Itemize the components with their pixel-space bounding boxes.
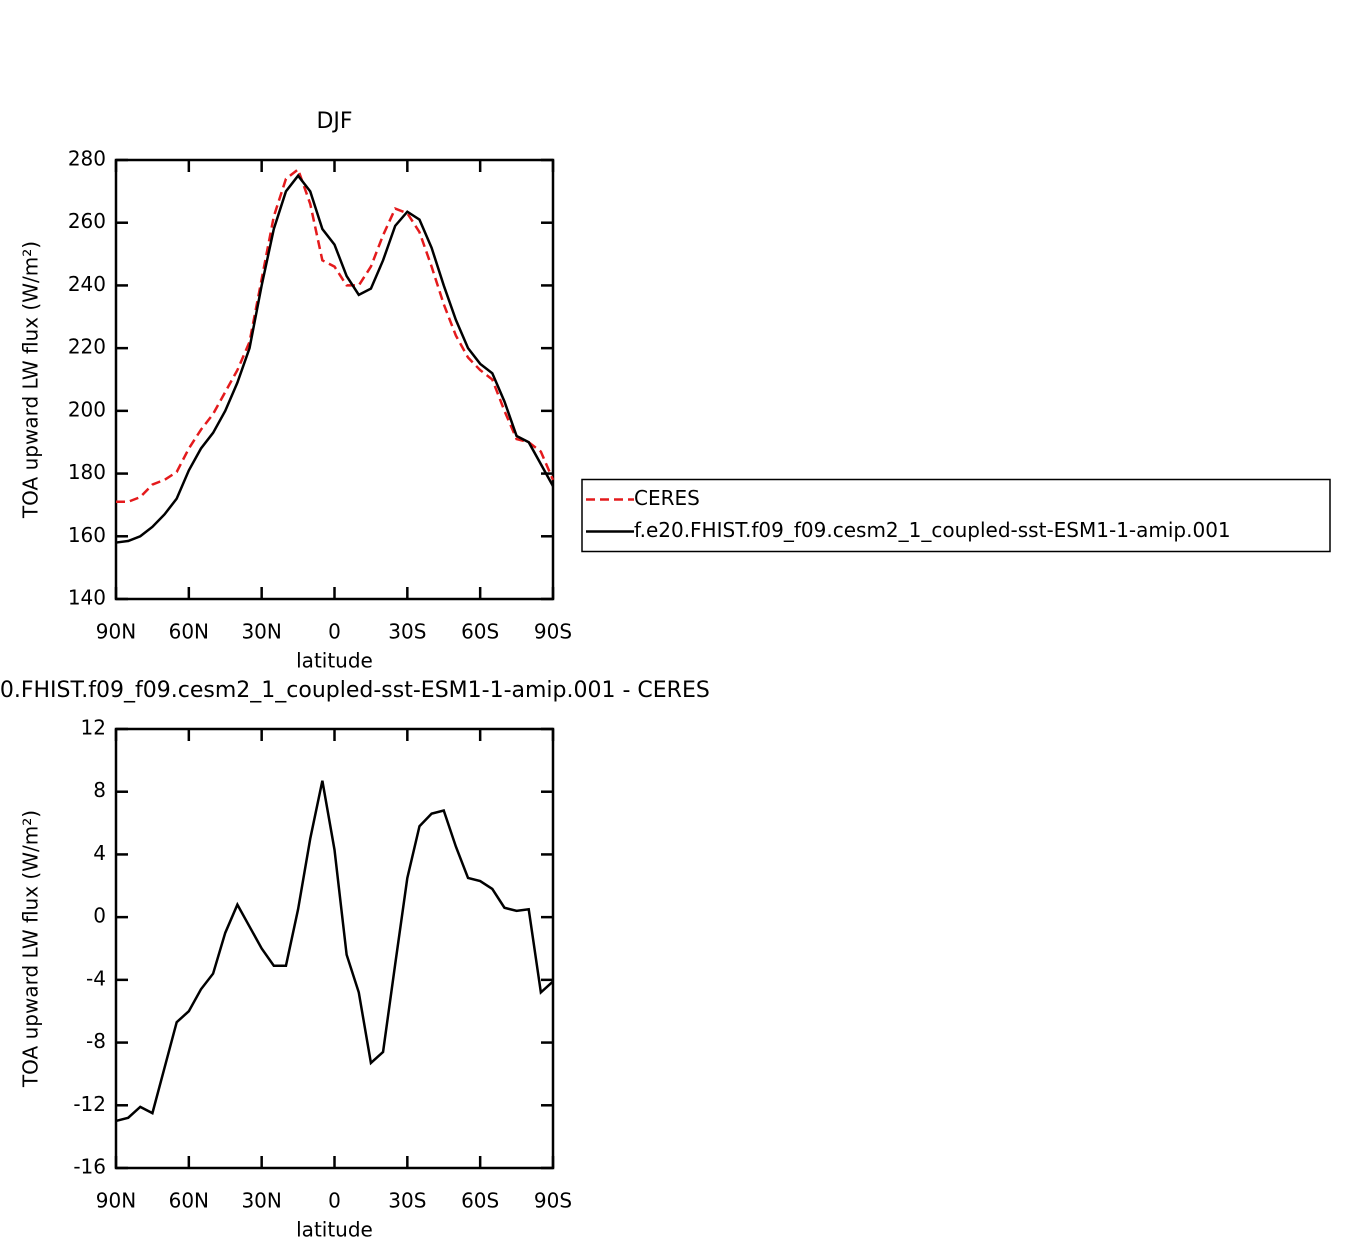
x-tick-label: 60S bbox=[461, 1189, 499, 1213]
data-line bbox=[116, 167, 555, 504]
y-tick-label: 240 bbox=[68, 272, 106, 296]
x-axis-label: latitude bbox=[296, 649, 373, 673]
y-tick-label: 8 bbox=[93, 778, 106, 802]
x-tick-label: 90N bbox=[96, 1189, 136, 1213]
legend-box bbox=[581, 478, 1331, 553]
y-axis-label: TOA upward LW flux (W/m²) bbox=[19, 810, 43, 1088]
y-tick-label: 140 bbox=[68, 586, 106, 610]
y-tick-label: 160 bbox=[68, 523, 106, 547]
y-tick-label: 0 bbox=[93, 904, 106, 928]
y-tick-label: 280 bbox=[68, 147, 106, 171]
y-tick-label: -12 bbox=[73, 1092, 106, 1116]
x-tick-label: 30N bbox=[241, 620, 281, 644]
y-tick-label: 180 bbox=[68, 460, 106, 484]
x-tick-label: 0 bbox=[328, 620, 341, 644]
chart-title: DJF bbox=[316, 109, 352, 134]
y-tick-label: 4 bbox=[93, 841, 106, 865]
x-tick-label: 60S bbox=[461, 620, 499, 644]
y-tick-label: -16 bbox=[73, 1155, 106, 1179]
data-line bbox=[115, 780, 554, 1123]
x-tick-label: 90S bbox=[534, 620, 572, 644]
y-tick-label: 200 bbox=[68, 397, 106, 421]
x-tick-label: 30S bbox=[388, 620, 426, 644]
x-tick-label: 30N bbox=[241, 1189, 281, 1213]
x-tick-label: 30S bbox=[388, 1189, 426, 1213]
y-tick-label: -8 bbox=[86, 1029, 106, 1053]
data-line bbox=[115, 173, 555, 544]
x-tick-label: 90S bbox=[534, 1189, 572, 1213]
x-tick-label: 0 bbox=[328, 1189, 341, 1213]
y-tick-label: 260 bbox=[68, 209, 106, 233]
legend-label: f.e20.FHIST.f09_f09.cesm2_1_coupled-sst-… bbox=[634, 518, 1231, 542]
y-tick-label: -4 bbox=[86, 966, 106, 990]
y-axis-label: TOA upward LW flux (W/m²) bbox=[19, 241, 43, 519]
legend-label: CERES bbox=[634, 486, 700, 510]
x-tick-label: 60N bbox=[169, 620, 209, 644]
y-tick-label: 220 bbox=[68, 335, 106, 359]
x-tick-label: 60N bbox=[169, 1189, 209, 1213]
y-tick-label: 12 bbox=[81, 716, 106, 740]
x-axis-label: latitude bbox=[296, 1218, 373, 1242]
plot-frame bbox=[114, 158, 555, 601]
plot-frame bbox=[114, 727, 555, 1170]
x-tick-label: 90N bbox=[96, 620, 136, 644]
chart-title: f.e20.FHIST.f09_f09.cesm2_1_coupled-sst-… bbox=[0, 678, 710, 703]
